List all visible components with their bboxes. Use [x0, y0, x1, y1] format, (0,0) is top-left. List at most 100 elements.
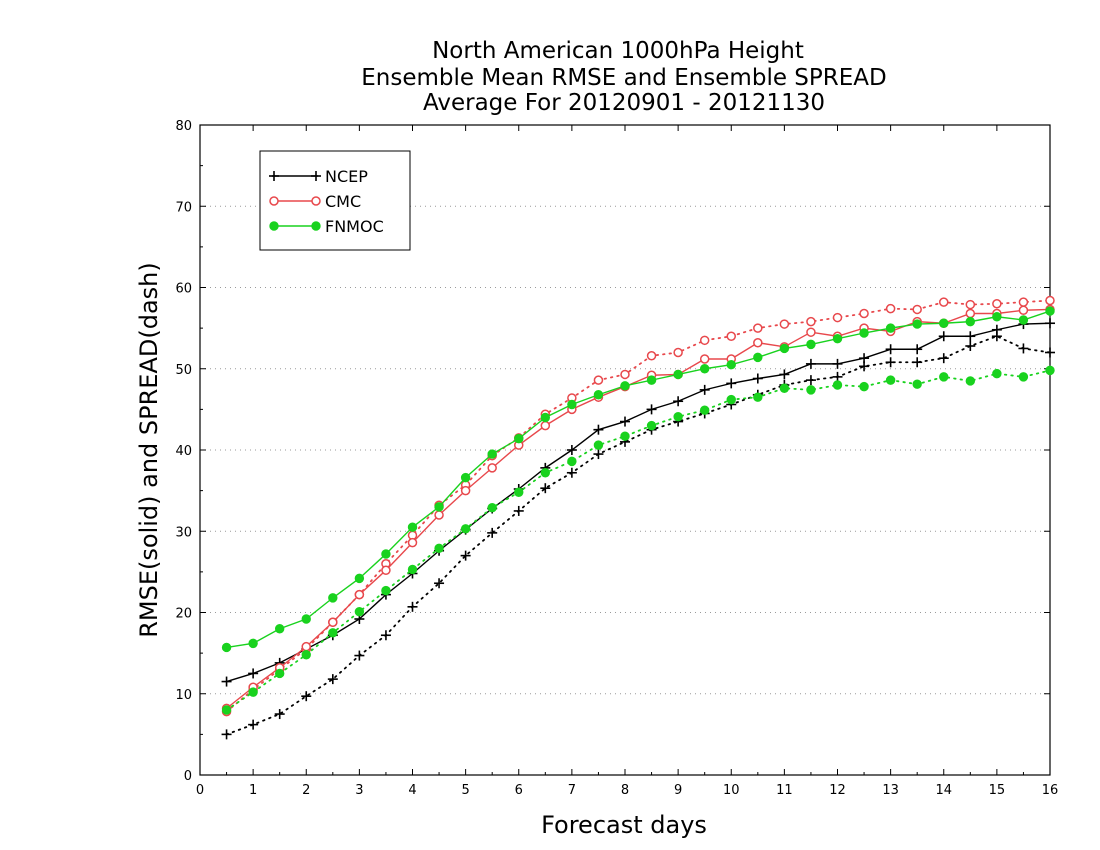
cmc-rmse-point: [487, 463, 497, 473]
ncep-rmse-point: [752, 373, 763, 384]
cmc-rmse-point: [540, 420, 551, 431]
ncep-spread-point: [487, 527, 498, 538]
ncep-spread-point: [938, 353, 949, 364]
fnmoc-rmse-point: [832, 333, 843, 344]
fnmoc-rmse-point: [699, 364, 710, 374]
ncep-rmse-point: [593, 424, 604, 435]
y-tick-label-80: 80: [175, 119, 192, 134]
cmc-spread-point: [832, 312, 843, 323]
series-layer: [221, 295, 1055, 740]
ncep-rmse-point: [620, 416, 630, 427]
x-tick-label-8: 8: [621, 783, 629, 798]
ncep-spread-point: [380, 630, 391, 641]
cmc-spread-point: [806, 316, 816, 327]
cmc-spread-point: [859, 308, 869, 319]
ncep-spread-line: [225, 335, 1051, 736]
cmc-spread-point: [620, 369, 630, 380]
fnmoc-spread-point: [885, 375, 896, 385]
ncep-spread-point: [248, 719, 259, 730]
fnmoc-rmse-point: [221, 642, 232, 653]
fnmoc-rmse-point: [806, 339, 816, 350]
x-tick-label-9: 9: [674, 783, 682, 798]
ncep-rmse-point: [805, 358, 816, 369]
legend-marker-ncep: [269, 171, 279, 181]
cmc-spread-point: [1045, 295, 1055, 306]
ncep-rmse-point: [938, 331, 949, 342]
fnmoc-spread-point: [567, 456, 577, 467]
fnmoc-rmse-point: [859, 328, 869, 338]
fnmoc-rmse-point: [460, 472, 471, 483]
fnmoc-spread-point: [221, 705, 232, 715]
ncep-spread-point: [434, 578, 445, 589]
legend-marker-fnmoc: [269, 221, 279, 231]
cmc-rmse-line: [226, 308, 1051, 709]
fnmoc-spread-point: [1045, 365, 1055, 376]
fnmoc-rmse-point: [328, 593, 338, 603]
fnmoc-rmse-point: [514, 433, 524, 444]
fnmoc-spread-point: [726, 394, 736, 405]
ncep-spread-point: [354, 650, 365, 661]
fnmoc-rmse-point: [779, 343, 790, 354]
y-tick-label-50: 50: [175, 363, 192, 378]
ncep-rmse-point: [726, 378, 737, 389]
ncep-spread-point: [513, 505, 524, 516]
fnmoc-spread-point: [354, 606, 365, 617]
ncep-spread-point: [1045, 347, 1055, 358]
fnmoc-spread-point: [460, 524, 471, 534]
fnmoc-rmse-point: [248, 638, 258, 649]
fnmoc-rmse-point: [673, 369, 683, 380]
x-tick-label-1: 1: [249, 783, 257, 798]
fnmoc-spread-point: [832, 380, 843, 390]
title-line-2: Ensemble Mean RMSE and Ensemble SPREAD: [361, 65, 886, 91]
ncep-spread-point: [327, 674, 338, 685]
cmc-spread-point: [885, 303, 896, 314]
x-tick-label-6: 6: [515, 783, 523, 798]
ncep-spread-point: [593, 449, 604, 460]
fnmoc-spread-point: [593, 440, 604, 450]
fnmoc-spread-point: [806, 385, 816, 395]
fnmoc-spread-point: [620, 431, 630, 441]
cmc-rmse-point: [965, 308, 976, 319]
y-axis-ticks: 0 10 20 30 40 50 60 70 80: [175, 119, 1050, 784]
legend-marker-cmc: [311, 196, 321, 206]
fnmoc-rmse-point: [487, 449, 497, 459]
fnmoc-rmse-point: [567, 399, 577, 410]
grid: [200, 205, 1050, 695]
cmc-spread-point: [753, 323, 763, 333]
ncep-spread-point: [460, 550, 471, 561]
ncep-rmse-point: [991, 324, 1002, 335]
fnmoc-rmse-point: [274, 624, 285, 634]
fnmoc-rmse-point: [1018, 315, 1029, 325]
legend-label-ncep: NCEP: [325, 167, 368, 186]
ncep-spread-point: [965, 341, 976, 351]
fnmoc-spread-point: [301, 650, 311, 660]
legend-label-cmc: CMC: [325, 192, 361, 211]
cmc-spread-line: [225, 299, 1051, 713]
y-axis-label: RMSE(solid) and SPREAD(dash): [135, 262, 163, 638]
cmc-rmse-point: [328, 617, 338, 627]
x-tick-label-4: 4: [408, 783, 416, 798]
ncep-rmse-point: [859, 353, 870, 364]
fnmoc-spread-point: [859, 381, 869, 392]
fnmoc-spread-point: [434, 543, 444, 554]
ncep-rmse-point: [912, 344, 923, 355]
fnmoc-rmse-point: [620, 381, 630, 391]
legend-marker-cmc: [269, 196, 279, 206]
fnmoc-spread-point: [753, 392, 763, 402]
fnmoc-spread-point: [514, 487, 524, 497]
x-tick-label-16: 16: [1042, 783, 1059, 798]
cmc-spread-point: [992, 299, 1002, 309]
cmc-rmse-point: [407, 537, 418, 548]
fnmoc-spread-point: [328, 628, 338, 638]
x-tick-label-3: 3: [355, 783, 363, 798]
fnmoc-rmse-point: [434, 502, 444, 512]
fnmoc-spread-point: [646, 420, 657, 431]
fnmoc-rmse-point: [646, 375, 657, 385]
ncep-rmse-point: [832, 358, 843, 369]
fnmoc-spread-point: [992, 368, 1002, 379]
fnmoc-spread-point: [1018, 372, 1029, 382]
fnmoc-rmse-point: [1045, 306, 1055, 316]
ncep-rmse-point: [779, 369, 790, 380]
x-tick-label-13: 13: [882, 783, 899, 798]
